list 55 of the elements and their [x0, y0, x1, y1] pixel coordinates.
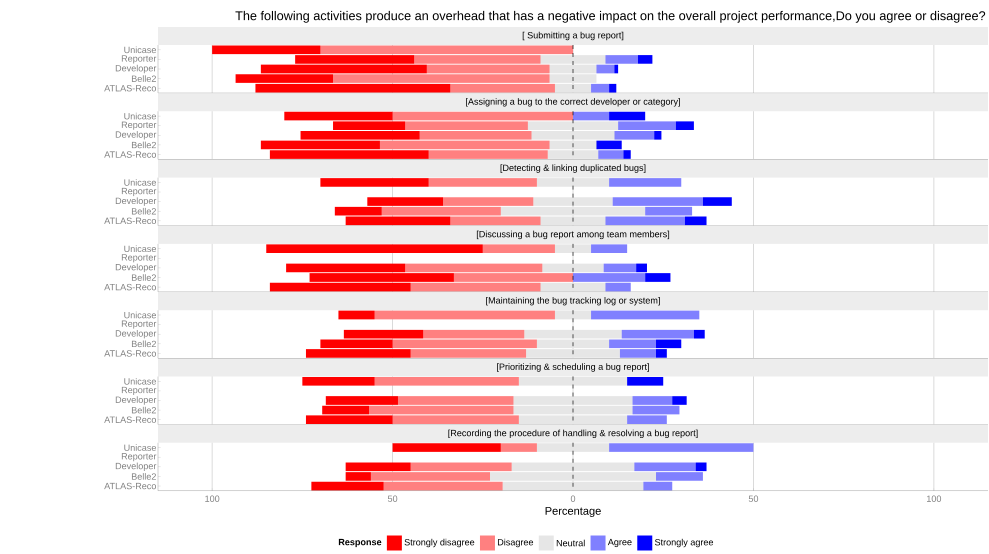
y-tick-label: Developer	[116, 330, 156, 338]
chart-title: The following activities produce an overhead that has a negative impact on the overall project performance,Do you agree or disagree?	[235, 10, 986, 23]
x-tick-label: 100	[205, 496, 220, 502]
y-tick-label: ATLAS-Reco	[104, 218, 156, 224]
y-tick-label: Reporter	[122, 254, 156, 262]
y-tick-label: Unicase	[124, 46, 156, 54]
y-tick-label: Developer	[116, 197, 156, 206]
y-tick-label: ATLAS-Reco	[104, 350, 156, 357]
y-tick-label: ATLAS-Reco	[104, 151, 156, 158]
y-tick-label: Unicase	[124, 312, 156, 318]
x-tick-label: 0	[570, 496, 576, 502]
y-tick-label: Reporter	[122, 55, 156, 64]
y-tick-label: Developer	[116, 64, 156, 74]
legend-label: Neutral	[556, 540, 585, 546]
y-tick-label: Belle2	[132, 274, 156, 281]
y-tick-label: ATLAS-Reco	[104, 416, 156, 423]
y-tick-label: Reporter	[122, 122, 156, 130]
legend-title: Response	[338, 538, 382, 548]
legend-label: Disagree	[498, 538, 534, 548]
y-tick-label: Belle2	[132, 473, 156, 480]
x-tick-label: 50	[388, 496, 398, 502]
y-tick-label: Reporter	[122, 386, 156, 395]
y-tick-label: ATLAS-Reco	[104, 84, 156, 92]
chart-subtitle: [ Submitting a bug report]	[522, 32, 624, 40]
legend-label: Strongly agree	[654, 538, 714, 548]
y-tick-label: Unicase	[124, 378, 156, 385]
y-tick-label: Belle2	[132, 340, 156, 348]
y-tick-label: Unicase	[124, 245, 156, 252]
chart-title: [Assigning a bug to the correct developer or category]	[466, 98, 680, 107]
y-tick-label: Unicase	[124, 179, 156, 186]
x-tick-label: 50	[748, 496, 758, 502]
y-tick-label: Unicase	[124, 444, 156, 451]
y-tick-label: Belle2	[132, 208, 156, 215]
y-tick-label: Reporter	[122, 320, 156, 329]
legend-label: Strongly disagree	[404, 538, 474, 548]
chart-title: [Discussing a bug report among team members]	[476, 230, 670, 240]
chart-title: [Detecting & linking duplicated bugs]	[500, 164, 646, 173]
y-tick-label: Reporter	[122, 453, 156, 462]
y-tick-label: Unicase	[124, 112, 156, 120]
y-tick-label: Developer	[116, 264, 156, 272]
y-tick-label: ATLAS-Reco	[104, 482, 156, 490]
x-axis-title: Percentage	[546, 507, 601, 518]
y-tick-label: Belle2	[132, 142, 156, 148]
y-tick-label: Developer	[116, 396, 156, 405]
chart-title: [Maintaining the bug tracking log or system]	[486, 296, 660, 306]
y-tick-label: Reporter	[122, 188, 156, 196]
chart-title: [Prioritizing & scheduling a bug report]	[497, 363, 649, 372]
y-tick-label: Developer	[116, 131, 156, 140]
x-tick-label: 100	[927, 496, 942, 502]
chart-title: [Recording the procedure of handling & resolving a bug report]	[448, 430, 698, 438]
y-tick-label: Belle2	[132, 75, 156, 82]
y-tick-label: Belle2	[132, 406, 156, 414]
y-tick-label: ATLAS-Reco	[104, 284, 156, 290]
y-tick-label: Developer	[116, 462, 156, 472]
legend-label: Agree	[608, 538, 632, 548]
